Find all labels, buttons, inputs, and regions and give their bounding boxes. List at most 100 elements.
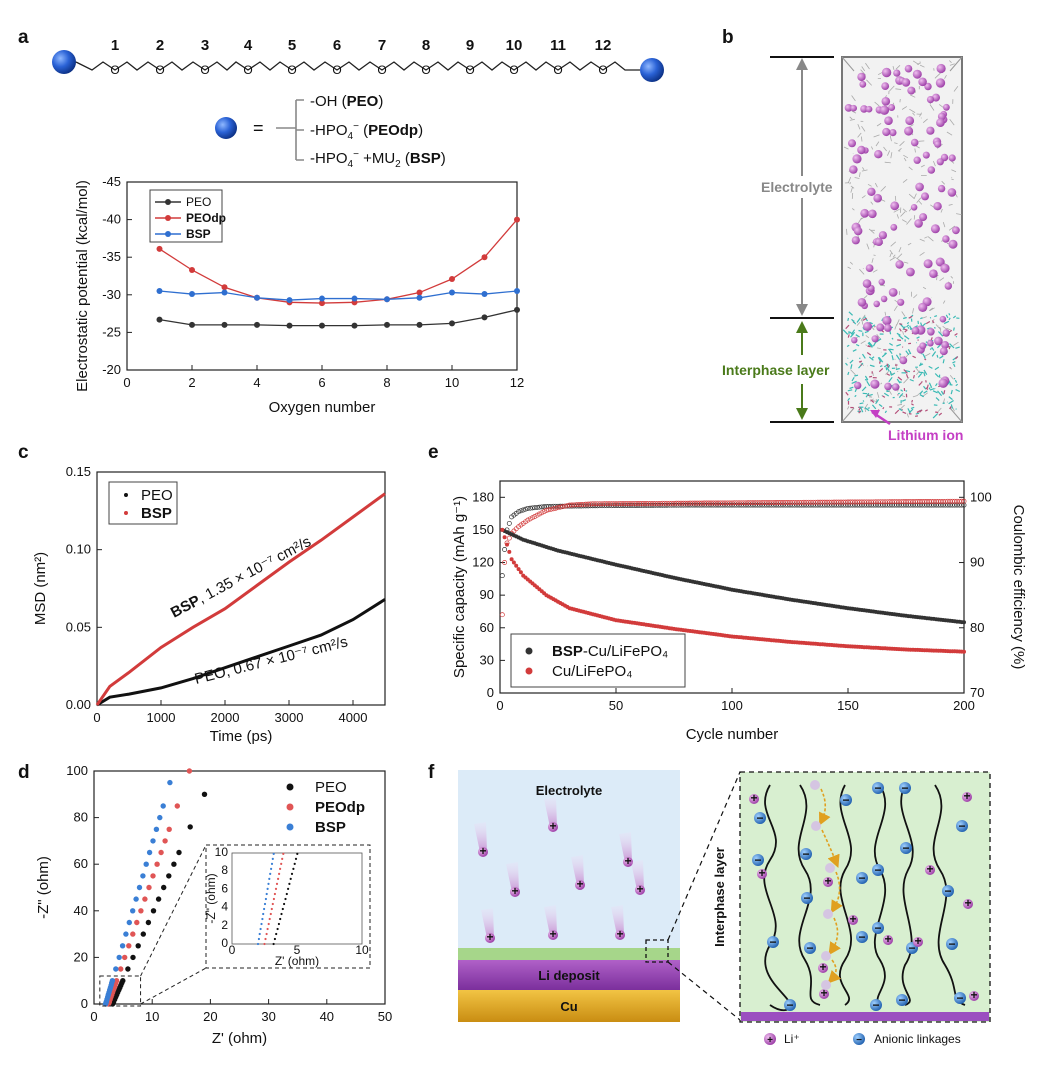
- chart-e-xtick: 100: [721, 698, 743, 713]
- chart-a-ytick: -20: [102, 362, 121, 377]
- chart-c-annotation-bsp: BSP, 1.35 × 10⁻⁷ cm²/s: [168, 533, 314, 621]
- chart-e-ce-point: [845, 502, 851, 508]
- chart-d-inset-point-bsp: [270, 867, 273, 871]
- chart-e-ce-point: [536, 504, 542, 510]
- lithium-ion-sphere: [863, 322, 872, 331]
- svg-text:−: −: [956, 991, 963, 1005]
- simulation-box: [841, 56, 963, 423]
- chart-d-inset-point-bsp: [271, 857, 274, 861]
- chart-d-inset-point-peodp: [272, 897, 275, 901]
- chart-e-legend: [510, 633, 686, 688]
- lithium-ion-sphere: [926, 126, 935, 135]
- chart-e-ce-point: [924, 502, 930, 508]
- li-ion-icon: [478, 847, 488, 857]
- chart-e-xtick: 50: [609, 698, 623, 713]
- chart-e-ce-point: [836, 499, 842, 505]
- chart-e-ce-point: [506, 520, 512, 526]
- chart-e-ce-point: [873, 502, 879, 508]
- chart-e-capacity-point: [502, 535, 507, 540]
- chart-e-ce-point: [639, 501, 644, 506]
- chart-e-ce-point: [887, 499, 893, 505]
- anionic-linkage-icon: [870, 999, 882, 1011]
- chart-e-ce-point: [901, 502, 907, 508]
- chart-c-line-bsp: [95, 492, 386, 706]
- chart-a-point-peodp: [449, 276, 455, 283]
- chart-d-inset-point-bsp: [259, 927, 262, 931]
- chart-e-ce-point: [590, 501, 596, 507]
- chart-c-legend-entry: PEO: [141, 487, 173, 504]
- lithium-ion-sphere: [857, 298, 867, 307]
- li-ion-icon: [749, 794, 759, 804]
- chart-e-ce-point: [915, 499, 921, 504]
- chart-e-ce-point: [581, 501, 586, 507]
- chart-e-cycling: 0 50 100 150 200 0 30 60 90 120 150 180 70 80 90 100 Cyc…: [451, 480, 1027, 743]
- chart-e-ce-point: [903, 502, 909, 508]
- lithium-ion-sphere: [852, 154, 862, 164]
- li-ion-icon: [485, 933, 495, 943]
- chart-e-ce-point: [949, 498, 955, 504]
- chart-d-point-peodp: [122, 954, 128, 961]
- panel-a: a O 1 O 2 O 3 O 4 O 5 O 6 O 7 O 8 O 9 O 10 O 11 O 12 = -OH (PEO…: [18, 27, 664, 416]
- chart-e-ce-point: [717, 500, 723, 506]
- chart-e-ce-point: [597, 501, 603, 507]
- chart-e-ce-point: [632, 501, 638, 506]
- chart-e-ce-point: [734, 500, 740, 506]
- chart-a-xtick: 2: [188, 375, 195, 390]
- chain-oxygen-atom: O: [200, 63, 209, 77]
- chart-d-legend-marker: [286, 783, 294, 791]
- chart-e-ce-point: [961, 498, 967, 504]
- lithium-ion-sphere: [930, 224, 940, 234]
- panel-f: f Electrolyte ++++ + ++ + + Li deposit Cu −−…: [428, 762, 991, 1046]
- chart-d-inset-point-peodp: [266, 927, 269, 931]
- chart-e-legend-marker: [525, 667, 533, 675]
- anionic-linkage-icon: [800, 848, 812, 860]
- chart-d-point-bsp: [109, 978, 116, 984]
- chart-d-point-peo: [166, 873, 172, 879]
- anionic-linkage-icon: [954, 992, 966, 1004]
- polymer-chain: [797, 784, 821, 1006]
- svg-text:−: −: [874, 921, 881, 935]
- hopping-li-ion-icon: [821, 951, 831, 961]
- chart-e-ce-point: [926, 502, 932, 508]
- chart-a-point-bsp: [351, 295, 358, 302]
- chart-e-ce-point: [912, 499, 918, 505]
- lithium-ion-sphere: [936, 63, 946, 74]
- chart-a-ytick: -25: [102, 324, 121, 339]
- hopping-li-ion-icon: [823, 909, 833, 919]
- lithium-ion-sphere: [927, 339, 934, 347]
- chart-d-point-bsp: [140, 873, 146, 879]
- chart-e-ce-point: [771, 500, 777, 506]
- chart-e-capacity-point: [518, 570, 523, 575]
- chart-c-ytick: 0.00: [66, 697, 91, 712]
- chart-a-point-peo: [319, 322, 325, 329]
- lithium-ion-sphere: [884, 382, 892, 391]
- chain-oxygen-atom: O: [377, 63, 386, 77]
- lithium-ion-sphere: [939, 347, 948, 356]
- chart-e-ce-point: [949, 502, 955, 508]
- li-ion-icon: [548, 930, 558, 940]
- chart-e-ce-point: [794, 499, 800, 505]
- lithium-ion-sphere: [936, 118, 945, 127]
- chart-c-xlabel: Time (ps): [210, 728, 273, 745]
- svg-text:+: +: [914, 934, 921, 948]
- chart-d-xtick: 30: [261, 1009, 275, 1024]
- chart-e-ce-point: [708, 500, 714, 506]
- hop-arrow: [827, 959, 842, 984]
- svg-text:−: −: [901, 781, 908, 795]
- lithium-ion-sphere: [905, 116, 915, 126]
- chart-a-xtick: 12: [510, 375, 524, 390]
- chart-c-frame: [96, 471, 386, 706]
- chart-d-inset-ytick: 6: [221, 881, 228, 895]
- electrolyte-text: Electrolyte: [536, 783, 602, 798]
- chart-e-ce-point: [764, 500, 770, 506]
- hop-arrow: [828, 917, 841, 956]
- chart-e-ce-point: [527, 516, 533, 522]
- lithium-ion-sphere: [948, 239, 958, 249]
- ion-motion-trail: [619, 832, 632, 862]
- chart-e-capacity-point: [962, 620, 966, 625]
- chart-e-xlabel: Cycle number: [686, 726, 779, 743]
- chart-e-ce-point: [852, 499, 858, 505]
- chart-d-inset-point-bsp: [263, 902, 267, 906]
- chart-e-ce-point: [782, 500, 788, 505]
